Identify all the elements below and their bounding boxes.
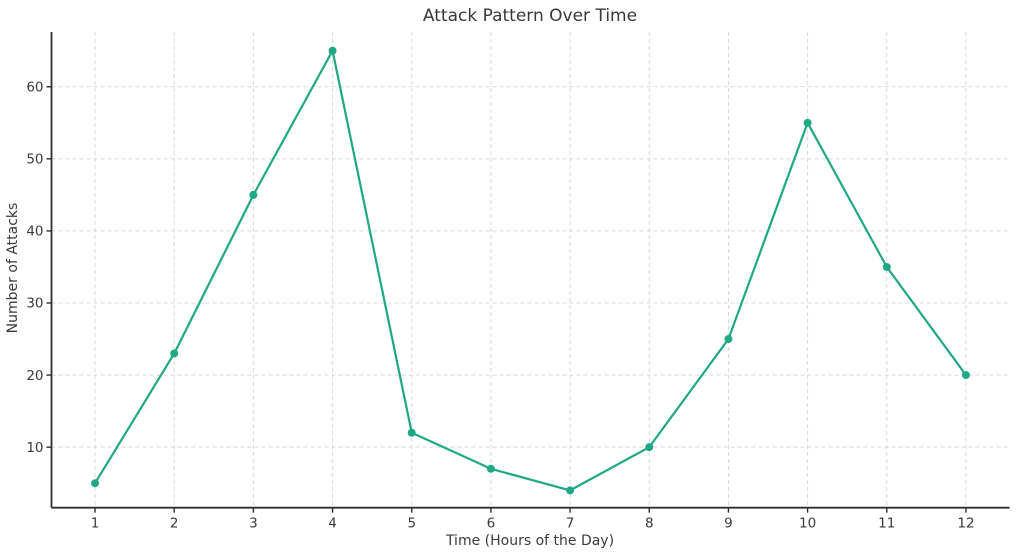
data-point-marker: [486, 464, 495, 473]
y-tick-label: 40: [26, 224, 43, 240]
x-tick-label: 3: [249, 516, 258, 532]
data-point-marker: [407, 428, 416, 437]
x-tick-label: 1: [91, 516, 100, 532]
y-tick-label: 60: [26, 79, 43, 95]
data-point-marker: [249, 190, 258, 199]
x-tick-label: 5: [407, 516, 416, 532]
data-point-marker: [566, 486, 575, 495]
data-point-marker: [961, 371, 970, 380]
x-tick-label: 10: [799, 516, 816, 532]
x-tick-label: 11: [878, 516, 895, 532]
y-tick-label: 50: [26, 152, 43, 168]
x-tick-label: 8: [645, 516, 654, 532]
data-point-marker: [170, 349, 179, 358]
data-point-marker: [645, 443, 654, 452]
data-point-marker: [724, 335, 733, 344]
chart-title: Attack Pattern Over Time: [422, 6, 638, 26]
data-point-marker: [328, 46, 337, 55]
x-axis-label: Time (Hours of the Day): [445, 533, 615, 549]
x-tick-label: 6: [487, 516, 496, 532]
x-tick-label: 9: [724, 516, 733, 532]
data-point-marker: [882, 262, 891, 271]
attack-series-line: [93, 49, 968, 492]
x-tick-label: 12: [957, 516, 974, 532]
data-point-marker: [803, 118, 812, 127]
data-point-marker: [91, 479, 100, 488]
x-tick-label: 7: [566, 516, 575, 532]
y-tick-label: 10: [26, 440, 43, 456]
x-tick-label: 4: [328, 516, 337, 532]
y-tick-label: 30: [26, 296, 43, 312]
x-tick-label: 2: [170, 516, 179, 532]
y-tick-label: 20: [26, 368, 43, 384]
